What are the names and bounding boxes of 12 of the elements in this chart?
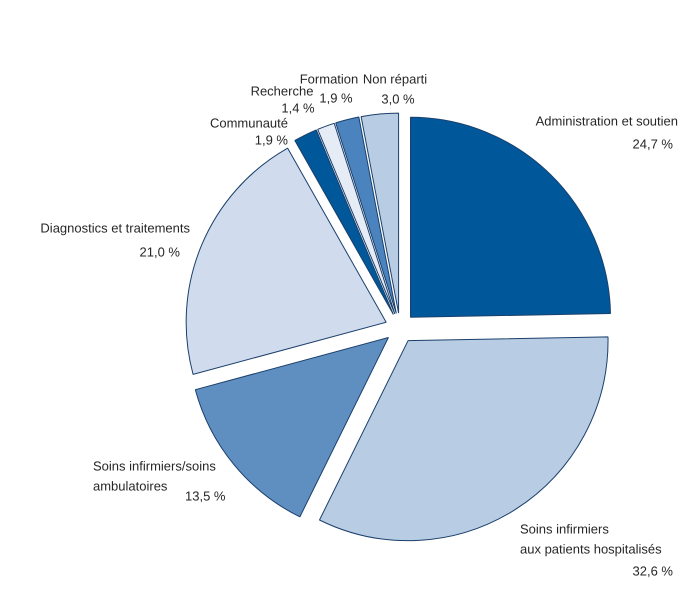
- data-label: 1,9 %: [319, 90, 354, 106]
- slice-label: Diagnostics et traitements: [40, 220, 190, 236]
- slice-label: Administration et soutien: [536, 114, 678, 129]
- slice-label: Soins infirmiers aux patients hospitalisés: [520, 522, 662, 557]
- data-label: 32,6 %: [632, 564, 674, 579]
- data-label: 24,7 %: [632, 136, 674, 152]
- data-label: 1,9 %: [254, 132, 288, 148]
- slice-label: Communauté: [210, 116, 288, 131]
- data-label: 1,4 %: [281, 100, 316, 116]
- data-label: 3,0 %: [381, 92, 416, 107]
- data-label: 21,0 %: [140, 244, 180, 260]
- slice-label: Non réparti: [362, 72, 428, 87]
